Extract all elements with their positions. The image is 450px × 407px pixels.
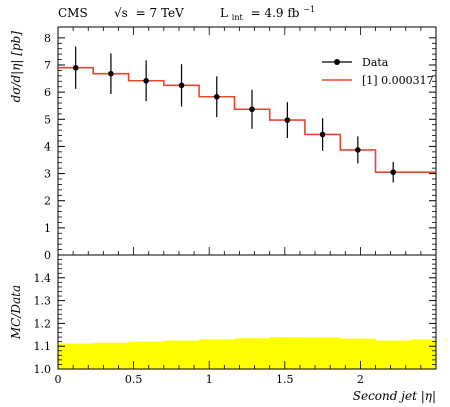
ratio-x-tick-label: 0 — [55, 373, 62, 386]
ratio-band-area — [58, 337, 436, 369]
main-y-tick-label: 4 — [44, 140, 51, 153]
main-y-tick-label: 6 — [44, 86, 51, 99]
main-y-tick-label: 5 — [44, 113, 51, 126]
legend-data-label: Data — [362, 56, 389, 69]
main-y-tick-label: 2 — [44, 195, 51, 208]
ratio-panel: 1.0 1.1 1.2 1.3 1.4 0 0.5 1 1.5 2 MC/Data Second… — [9, 254, 437, 403]
main-y-tick-label: 3 — [44, 168, 51, 181]
main-y-tick-label: 1 — [44, 222, 51, 235]
data-point — [284, 117, 291, 123]
ratio-x-tick-label: 0.5 — [125, 373, 143, 386]
experiment-label: CMS — [58, 6, 88, 20]
energy-value: = 7 TeV — [136, 6, 184, 20]
lumi-exponent: −1 — [303, 5, 315, 14]
legend: Data [1] 0.000317 — [322, 56, 434, 87]
data-point — [213, 93, 220, 100]
ratio-plot-frame — [57, 254, 437, 370]
main-x-axis-ticks — [57, 27, 437, 255]
ratio-x-tick-label: 1 — [206, 373, 213, 386]
data-point — [72, 64, 79, 71]
lumi-label: L int = 4.9 fb −1 — [220, 5, 315, 23]
mc-histogram-line — [58, 66, 436, 174]
main-y-tick-label: 7 — [44, 59, 51, 72]
ratio-y-tick-label: 1.4 — [34, 272, 52, 285]
legend-mc-label: [1] 0.000317 — [362, 74, 434, 87]
lumi-value: = 4.9 fb — [251, 6, 300, 20]
chart-header: CMS √s = 7 TeV L int = 4.9 fb −1 — [58, 5, 315, 23]
data-point — [355, 147, 361, 153]
ratio-y-tick-label: 1.3 — [34, 295, 52, 308]
energy-label: √s = 7 TeV — [114, 6, 184, 20]
data-point — [319, 131, 326, 138]
main-panel: 0 1 2 3 4 5 6 7 8 dσ/d|η| [pb] Data [1] 0.000317 — [9, 26, 437, 262]
ratio-band — [58, 337, 436, 369]
data-point — [390, 169, 397, 176]
ratio-x-axis: 0 0.5 1 1.5 2 — [55, 361, 437, 386]
ratio-y-axis-label: MC/Data — [9, 285, 23, 340]
ratio-x-tick-label: 1.5 — [276, 373, 294, 386]
main-y-tick-label: 0 — [44, 249, 51, 262]
main-y-axis: 0 1 2 3 4 5 6 7 8 — [44, 32, 436, 262]
data-points — [72, 46, 397, 183]
data-point — [143, 77, 149, 84]
ratio-y-tick-label: 1.1 — [34, 340, 52, 353]
ratio-y-tick-label: 1.0 — [34, 363, 52, 376]
data-point — [249, 106, 255, 113]
ratio-y-tick-label: 1.2 — [34, 317, 52, 330]
data-point — [108, 70, 114, 77]
x-axis-label: Second jet |η| — [353, 389, 436, 403]
energy-symbol: √s — [114, 6, 128, 20]
main-y-axis-label: dσ/d|η| [pb] — [9, 31, 23, 103]
legend-data-marker — [334, 59, 340, 65]
main-y-tick-label: 8 — [44, 32, 51, 45]
data-point — [178, 82, 185, 89]
ratio-y-axis: 1.0 1.1 1.2 1.3 1.4 — [34, 259, 436, 376]
lumi-symbol: L — [220, 6, 228, 20]
lumi-subscript: int — [232, 13, 244, 22]
ratio-x-tick-label: 2 — [357, 373, 364, 386]
mc-histogram — [58, 66, 436, 174]
